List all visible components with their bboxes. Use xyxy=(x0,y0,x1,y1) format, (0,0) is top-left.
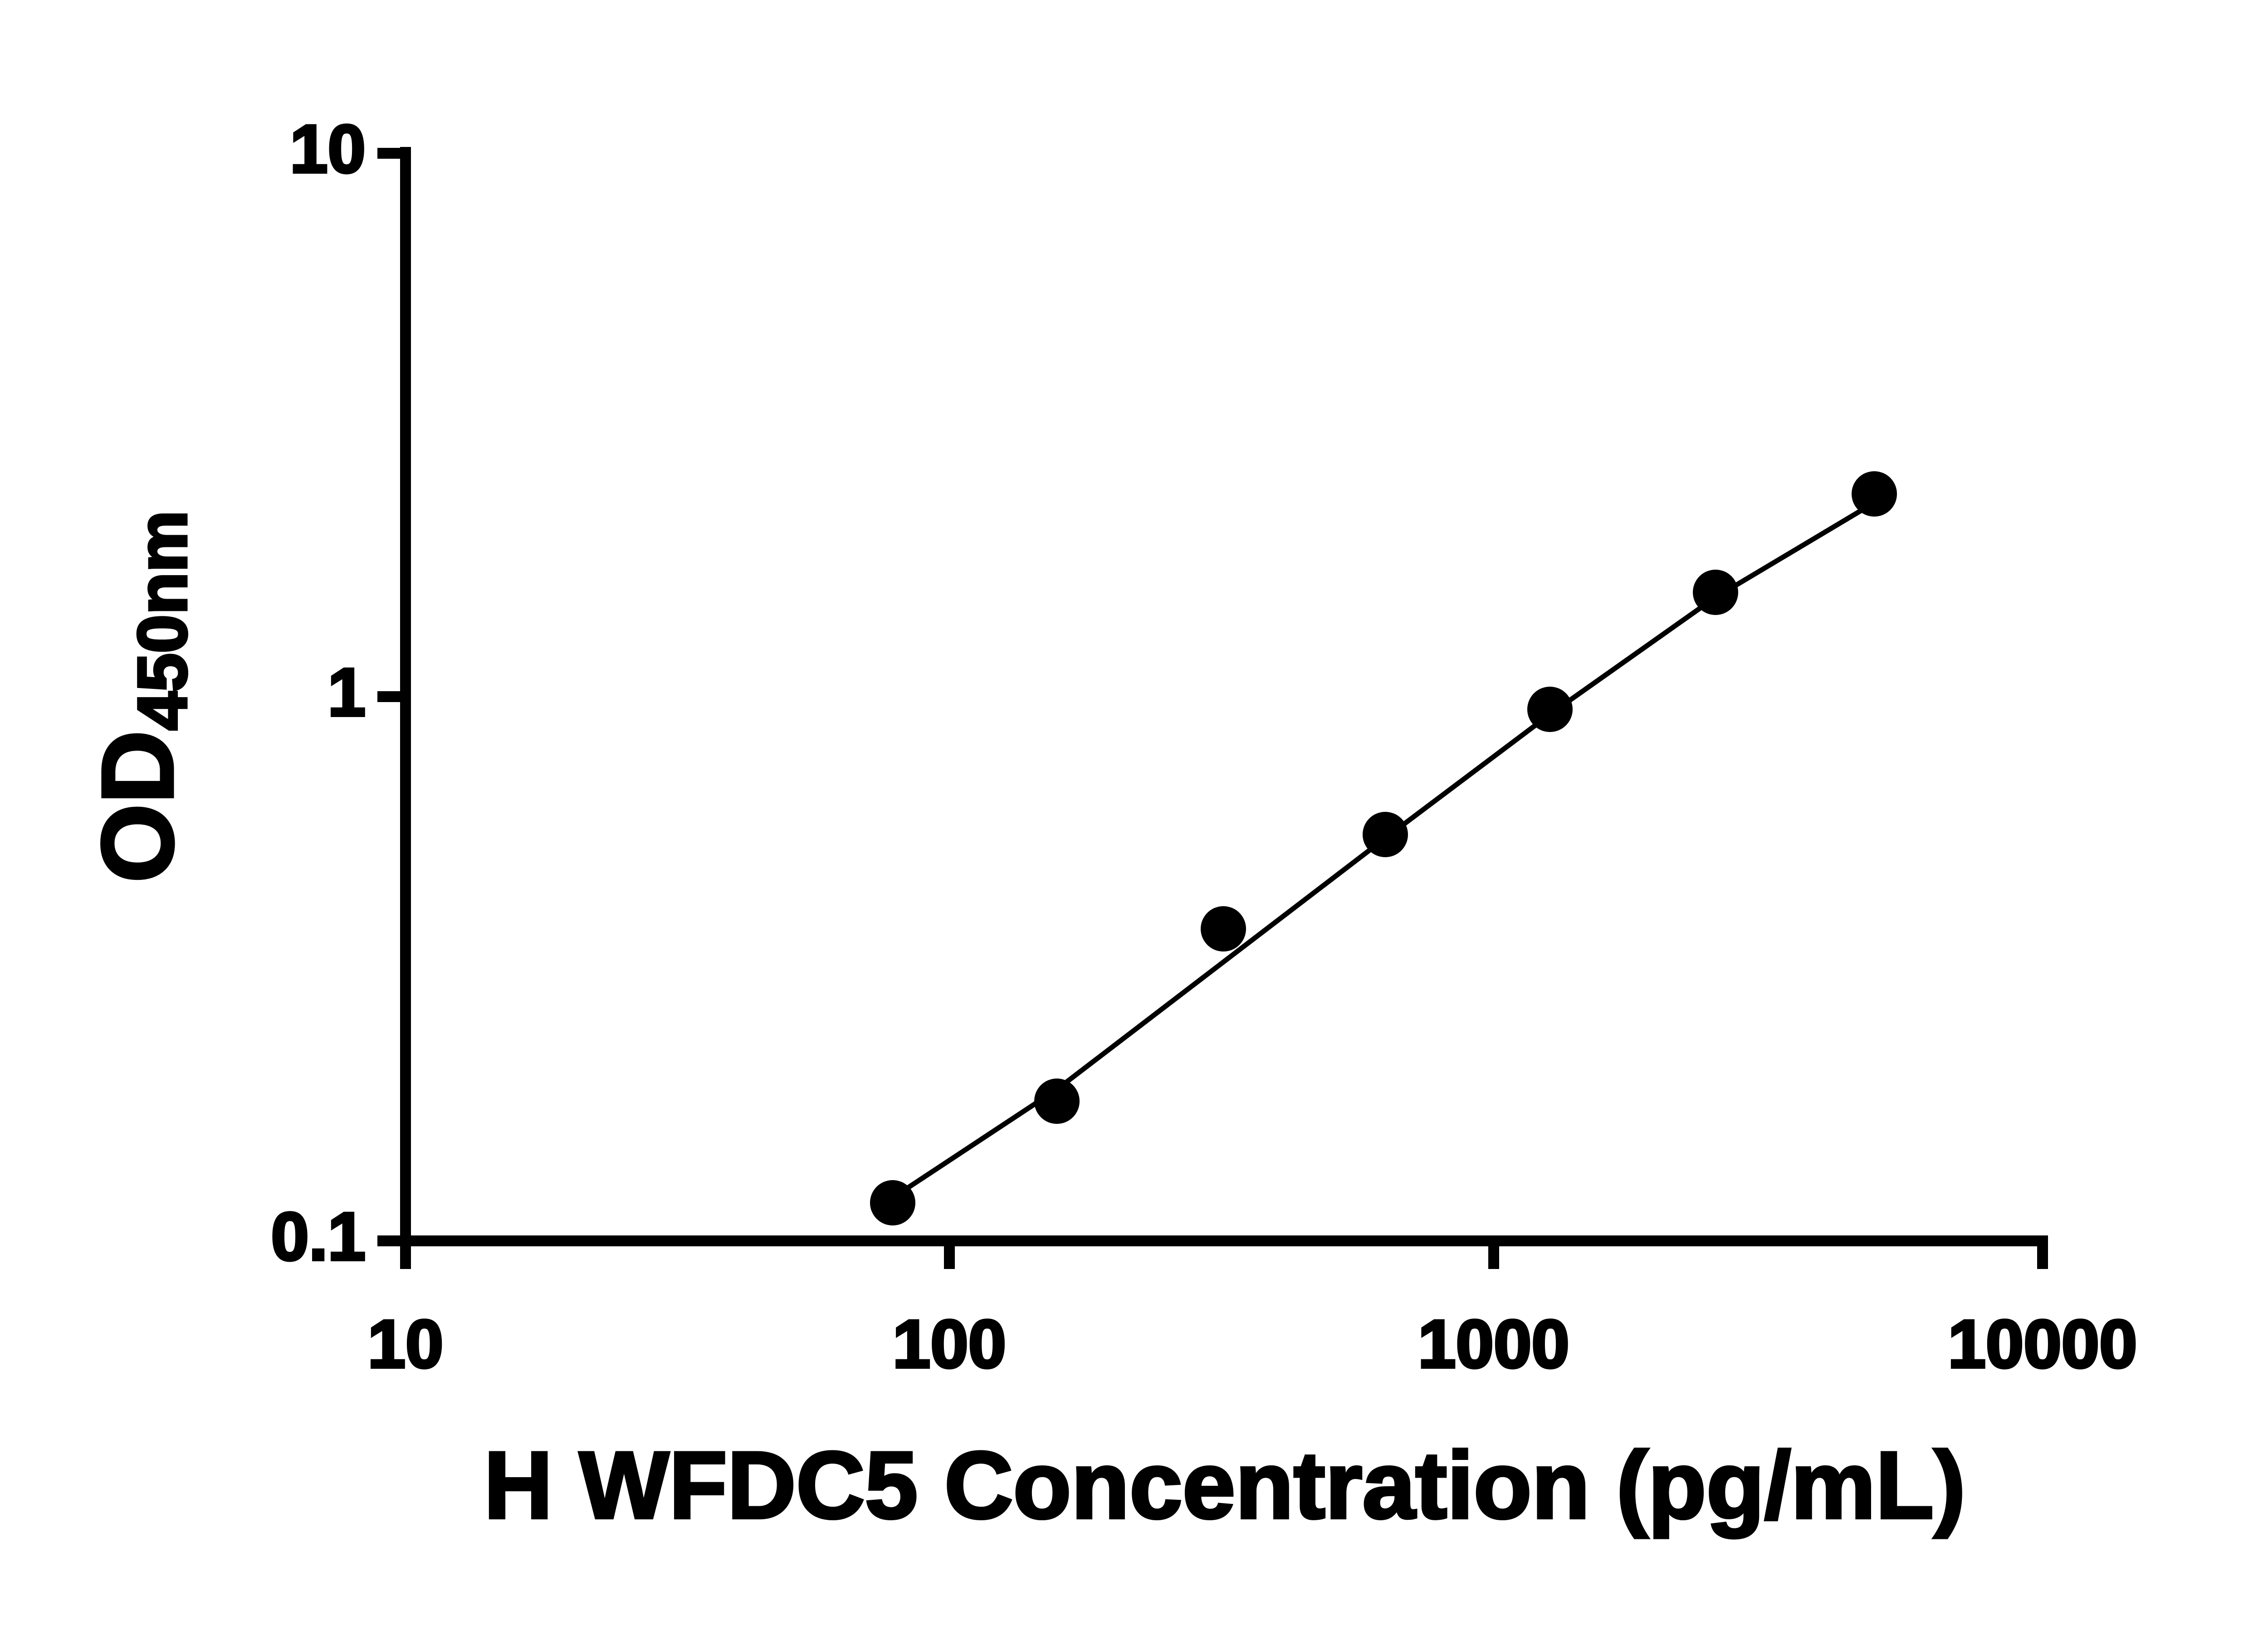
svg-text:H WFDC5 Concentration (pg/mL): H WFDC5 Concentration (pg/mL) xyxy=(484,1432,1965,1538)
svg-text:0.1: 0.1 xyxy=(271,1198,366,1274)
svg-text:10: 10 xyxy=(290,111,366,187)
svg-text:100: 100 xyxy=(893,1306,1006,1382)
svg-text:1: 1 xyxy=(328,654,366,730)
svg-text:10000: 10000 xyxy=(1948,1306,2137,1382)
svg-text:1000: 1000 xyxy=(1418,1306,1569,1382)
svg-text:10: 10 xyxy=(368,1306,444,1382)
